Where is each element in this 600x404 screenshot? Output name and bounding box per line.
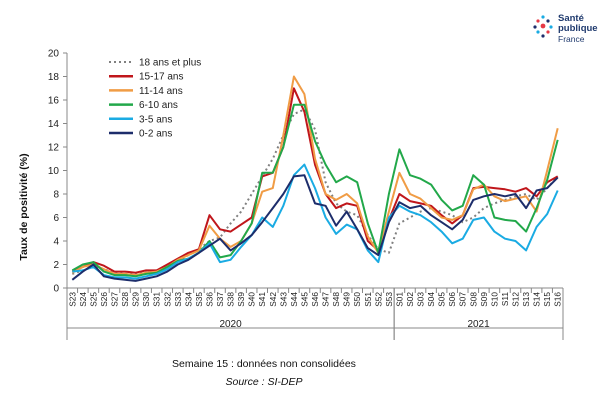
y-tick-label: 10 bbox=[48, 166, 60, 177]
x-tick-label: S13 bbox=[521, 292, 531, 307]
footnote: Semaine 15 : données non consolidées bbox=[172, 358, 356, 370]
x-tick-label: S05 bbox=[437, 292, 447, 307]
x-tick-label: S38 bbox=[226, 292, 236, 307]
x-tick-label: S40 bbox=[247, 292, 257, 307]
x-tick-label: S29 bbox=[131, 292, 141, 307]
x-tick-label: S45 bbox=[299, 292, 309, 307]
year-label: 2021 bbox=[467, 319, 490, 330]
x-tick-label: S39 bbox=[236, 292, 246, 307]
x-tick-label: S28 bbox=[120, 292, 130, 307]
x-tick-label: S08 bbox=[468, 292, 478, 307]
year-label: 2020 bbox=[219, 319, 242, 330]
x-tick-label: S15 bbox=[542, 292, 552, 307]
series-line bbox=[72, 163, 559, 280]
y-tick-label: 12 bbox=[48, 143, 60, 154]
x-tick-label: S34 bbox=[183, 292, 193, 307]
logo-line1: Santé bbox=[558, 13, 584, 24]
x-tick-label: S03 bbox=[416, 292, 426, 307]
x-tick-label: S46 bbox=[310, 292, 320, 307]
x-tick-label: S04 bbox=[426, 292, 436, 307]
x-tick-label: S12 bbox=[511, 292, 521, 307]
legend-label: 3-5 ans bbox=[139, 114, 172, 125]
santepubliquefrance-logo: Santé publique France bbox=[532, 14, 598, 48]
x-tick-label: S25 bbox=[88, 292, 98, 307]
legend: 18 ans et plus 15-17 ans 11-14 ans 6-10 ans… bbox=[109, 58, 201, 140]
x-tick-label: S26 bbox=[99, 292, 109, 307]
x-tick-label: S09 bbox=[479, 292, 489, 307]
x-tick-label: S16 bbox=[553, 292, 563, 307]
x-tick-label: S33 bbox=[173, 292, 183, 307]
x-tick-label: S11 bbox=[500, 292, 510, 307]
x-tick-label: S07 bbox=[458, 292, 468, 307]
logo-line2: publique bbox=[558, 23, 598, 34]
x-tick-label: S41 bbox=[257, 292, 267, 307]
x-tick-label: S14 bbox=[532, 292, 542, 307]
x-tick-label: S43 bbox=[278, 292, 288, 307]
x-tick-label: S48 bbox=[331, 292, 341, 307]
x-axis-ticks: S23 S24 S25 S26 S27 S28 S29 S30 S31 S32 S33 S34 S35 S… bbox=[66, 288, 564, 307]
x-tick-label: S24 bbox=[78, 292, 88, 307]
series-lines bbox=[71, 75, 559, 282]
legend-label: 6-10 ans bbox=[139, 100, 178, 111]
x-tick-label: S27 bbox=[109, 292, 119, 307]
x-tick-label: S53 bbox=[384, 292, 394, 307]
x-tick-label: S51 bbox=[363, 292, 373, 307]
logo-line3: France bbox=[558, 34, 585, 44]
y-tick-label: 16 bbox=[48, 96, 60, 107]
legend-label: 0-2 ans bbox=[139, 129, 172, 140]
source-note: Source : SI-DEP bbox=[225, 376, 303, 388]
y-tick-label: 18 bbox=[48, 72, 60, 83]
x-tick-label: S02 bbox=[405, 292, 415, 307]
logo-dots-icon bbox=[533, 15, 553, 38]
y-tick-label: 0 bbox=[53, 284, 59, 295]
x-tick-label: S32 bbox=[162, 292, 172, 307]
x-tick-label: S06 bbox=[447, 292, 457, 307]
legend-label: 11-14 ans bbox=[139, 86, 183, 97]
x-tick-label: S37 bbox=[215, 292, 225, 307]
x-tick-label: S50 bbox=[352, 292, 362, 307]
series-line bbox=[71, 103, 559, 278]
y-tick-label: 20 bbox=[48, 49, 60, 60]
series-line bbox=[71, 75, 559, 277]
y-tick-label: 14 bbox=[48, 119, 60, 130]
y-tick-label: 6 bbox=[53, 213, 59, 224]
x-tick-label: S42 bbox=[268, 292, 278, 307]
x-tick-label: S01 bbox=[394, 292, 404, 307]
x-tick-label: S36 bbox=[204, 292, 214, 307]
x-tick-label: S52 bbox=[373, 292, 383, 307]
x-tick-label: S35 bbox=[194, 292, 204, 307]
legend-label: 18 ans et plus bbox=[139, 58, 201, 69]
year-labels: 2020 2021 bbox=[66, 288, 564, 340]
x-tick-label: S10 bbox=[489, 292, 499, 307]
x-tick-label: S23 bbox=[67, 292, 77, 307]
legend-label: 15-17 ans bbox=[139, 72, 183, 83]
y-tick-label: 8 bbox=[53, 190, 59, 201]
y-tick-label: 2 bbox=[53, 260, 59, 271]
y-axis-ticks: 0 2 4 6 8 10 12 14 16 18 20 bbox=[48, 49, 67, 295]
x-tick-label: S44 bbox=[289, 292, 299, 307]
x-tick-label: S30 bbox=[141, 292, 151, 307]
series-line bbox=[71, 174, 559, 282]
y-axis-label: Taux de positivité (%) bbox=[18, 153, 30, 260]
x-tick-label: S31 bbox=[152, 292, 162, 307]
x-tick-label: S49 bbox=[342, 292, 352, 307]
x-tick-label: S47 bbox=[321, 292, 331, 307]
y-tick-label: 4 bbox=[53, 237, 59, 248]
